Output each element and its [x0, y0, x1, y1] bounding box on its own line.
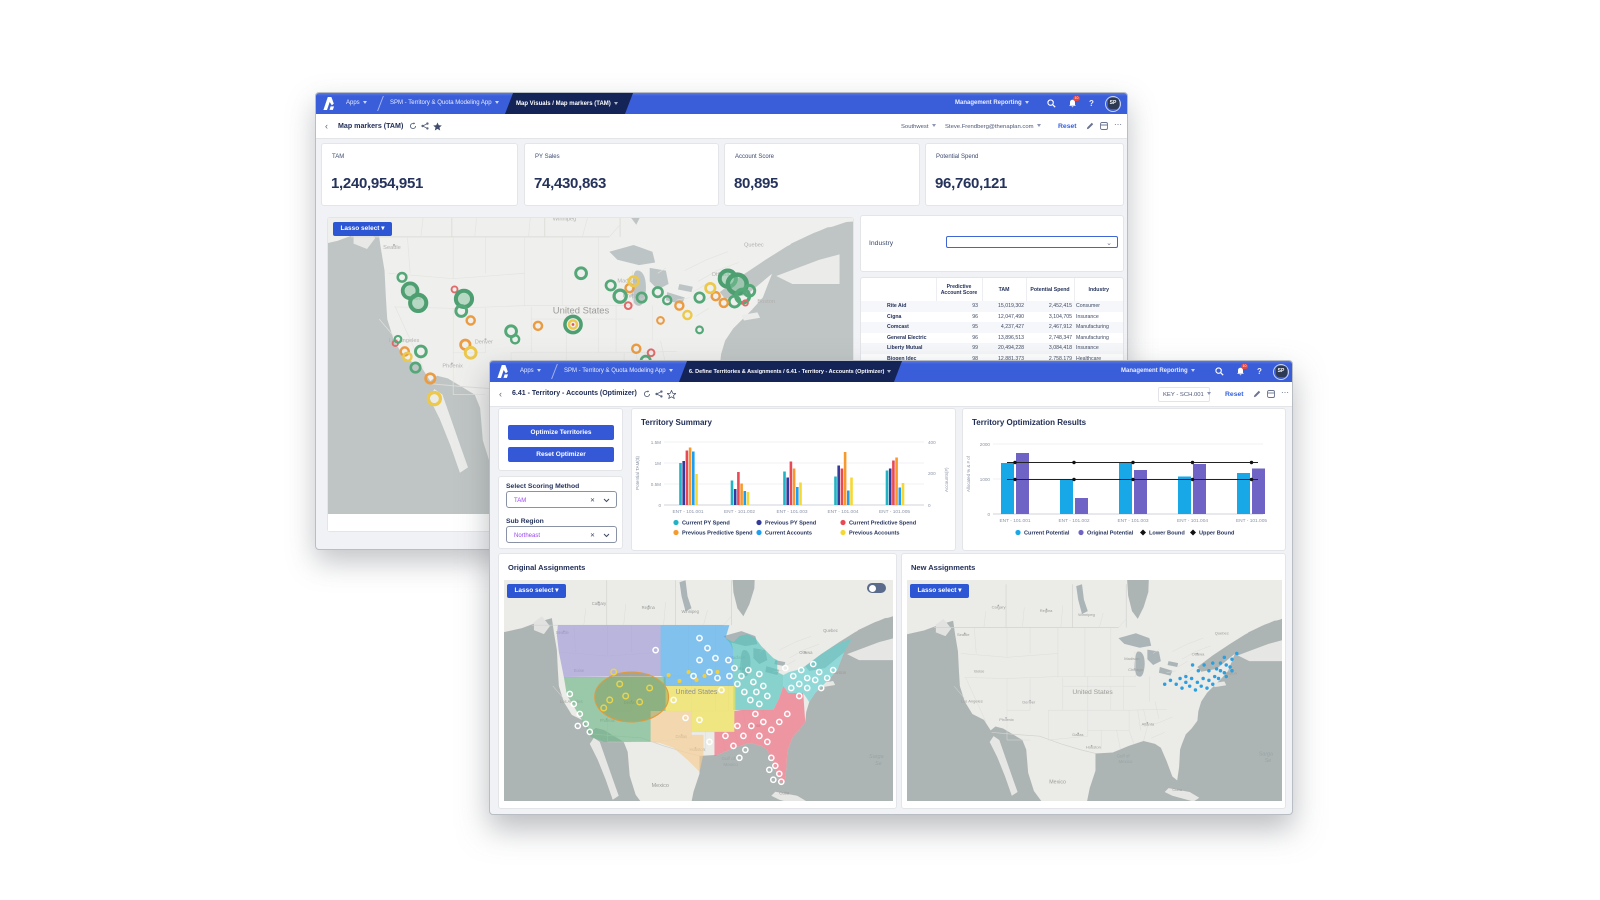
svg-text:Allocated % & # of: Allocated % & # of — [966, 455, 971, 492]
svg-text:ENT - 101.003: ENT - 101.003 — [776, 509, 807, 515]
svg-text:United States: United States — [553, 305, 610, 316]
svg-text:1000: 1000 — [980, 477, 991, 482]
svg-text:Current PY Spend: Current PY Spend — [682, 521, 730, 527]
svg-text:Current Accounts: Current Accounts — [765, 531, 812, 537]
svg-text:200: 200 — [928, 471, 936, 476]
svg-text:ENT - 101.005: ENT - 101.005 — [1236, 518, 1267, 524]
svg-text:Accounts(#): Accounts(#) — [944, 467, 949, 492]
svg-text:2000: 2000 — [980, 442, 991, 447]
svg-text:0: 0 — [987, 512, 990, 517]
svg-text:United States: United States — [1072, 689, 1113, 696]
svg-text:Original Potential: Original Potential — [1087, 531, 1134, 537]
svg-text:Current Potential: Current Potential — [1024, 531, 1070, 537]
svg-text:0: 0 — [658, 503, 661, 508]
svg-text:Previous Predictive Spend: Previous Predictive Spend — [682, 531, 753, 537]
svg-text:Current Predictive Spend: Current Predictive Spend — [849, 521, 917, 527]
svg-text:ENT - 101.004: ENT - 101.004 — [1177, 518, 1208, 524]
svg-text:Upper Bound: Upper Bound — [1199, 531, 1235, 537]
svg-text:1.5M: 1.5M — [651, 440, 661, 445]
svg-text:ENT - 101.001: ENT - 101.001 — [999, 518, 1030, 524]
svg-text:0.5M: 0.5M — [651, 482, 661, 487]
svg-text:United States: United States — [676, 689, 718, 696]
svg-text:400: 400 — [928, 440, 936, 445]
svg-text:1M: 1M — [655, 461, 662, 466]
svg-text:ENT - 101.003: ENT - 101.003 — [1117, 518, 1148, 524]
svg-text:ENT - 101.001: ENT - 101.001 — [672, 509, 703, 515]
svg-text:0: 0 — [928, 503, 931, 508]
svg-text:ENT - 101.004: ENT - 101.004 — [827, 509, 858, 515]
svg-text:ENT - 101.002: ENT - 101.002 — [1058, 518, 1089, 524]
svg-text:ENT - 101.002: ENT - 101.002 — [724, 509, 755, 515]
svg-text:ENT - 101.005: ENT - 101.005 — [879, 509, 910, 515]
svg-text:Previous PY Spend: Previous PY Spend — [765, 521, 817, 527]
svg-text:Potential TAM($): Potential TAM($) — [635, 455, 640, 490]
svg-text:Previous Accounts: Previous Accounts — [849, 531, 899, 537]
svg-text:Lower Bound: Lower Bound — [1149, 531, 1185, 537]
